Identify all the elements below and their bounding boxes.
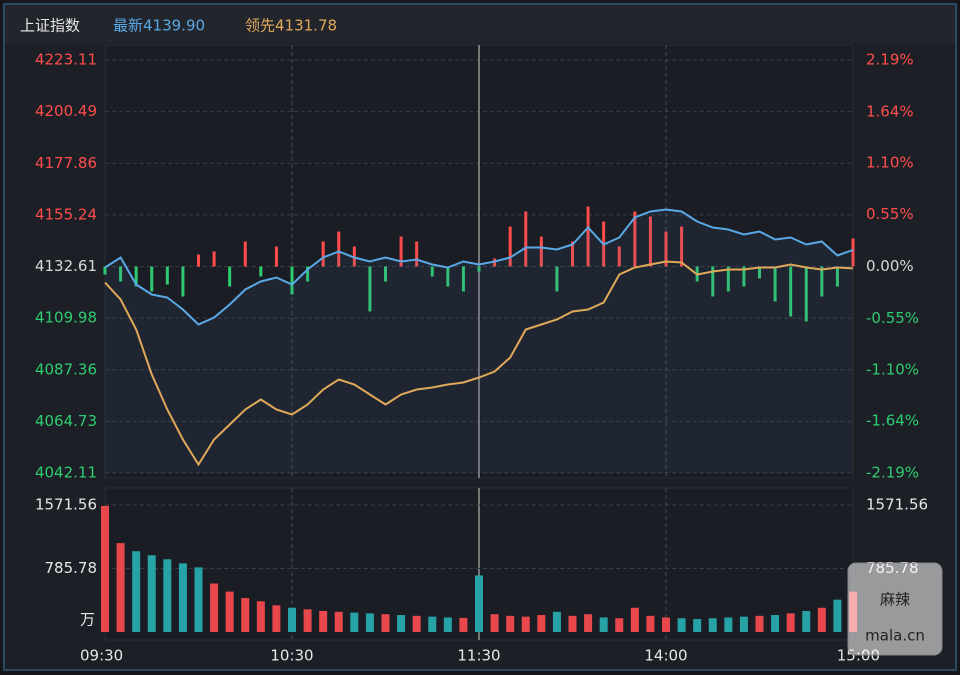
volume-bar <box>303 609 312 632</box>
x-tick-label: 09:30 <box>80 647 123 665</box>
volume-bar <box>412 615 421 632</box>
volume-bar <box>132 551 141 632</box>
watermark-text: 麻辣 <box>880 591 910 609</box>
marks: 4042.11 4064.73 4087.36 4109.98 4132.61 4155.… <box>35 45 928 665</box>
volume-bar <box>506 615 515 632</box>
volume-bar <box>677 618 686 632</box>
volume-bar <box>568 615 577 632</box>
volume-bar <box>241 598 250 632</box>
volume-bar <box>381 614 390 632</box>
x-tick-label: 14:00 <box>644 647 687 665</box>
y-tick-label: 785.78 <box>45 559 98 577</box>
y2-tick-label: 1.64% <box>866 102 914 120</box>
volume-bar <box>817 607 826 632</box>
y-tick-label: 4042.11 <box>35 464 97 482</box>
volume-bar <box>225 591 234 632</box>
volume-bar <box>552 611 561 632</box>
volume-bar <box>397 615 406 632</box>
legend-entry: 最新4139.90 <box>113 17 205 35</box>
legend-entry: 领先4131.78 <box>245 17 337 35</box>
volume-bar <box>693 619 702 632</box>
y2-tick-label: -1.10% <box>866 361 919 379</box>
volume-bar <box>272 605 281 632</box>
y-tick-label: 4200.49 <box>35 102 97 120</box>
volume-bar <box>724 617 733 632</box>
volume-bar <box>584 614 593 632</box>
y2-tick-label: 0.00% <box>866 257 914 275</box>
watermark-site: mala.cn <box>865 627 925 645</box>
volume-bar <box>101 505 109 632</box>
y2-tick-label: -2.19% <box>866 464 919 482</box>
volume-bar <box>116 543 125 632</box>
watermark-box <box>847 562 943 656</box>
y2-tick-label: 0.55% <box>866 205 914 223</box>
volume-bar <box>334 611 343 632</box>
volume-bar <box>646 615 655 632</box>
volume-bar <box>163 559 172 632</box>
volume-bar <box>288 607 296 632</box>
volume-bar <box>319 610 328 632</box>
x-tick-label: 10:30 <box>270 647 313 665</box>
volume-bar <box>537 615 546 632</box>
volume-bar <box>210 583 219 632</box>
y-tick-label: 4109.98 <box>35 309 97 327</box>
volume-bar <box>708 618 717 632</box>
volume-bar <box>147 555 156 632</box>
header-bar <box>5 5 955 43</box>
y-tick-label: 4223.11 <box>35 51 97 69</box>
x-tick-label: 11:30 <box>457 647 500 665</box>
y-tick-label: 4177.86 <box>35 154 97 172</box>
volume-bar <box>521 616 530 632</box>
volume-bar <box>194 567 203 632</box>
volume-bar <box>599 617 608 632</box>
volume-bar <box>490 614 499 632</box>
y-tick-label: 4064.73 <box>35 412 97 430</box>
series-line <box>104 208 854 326</box>
y2-tick-label: -1.64% <box>866 412 919 430</box>
chart-title: 上证指数 <box>20 17 80 35</box>
y2-tick-label: 1.10% <box>866 153 914 171</box>
y2-tick-label: -0.55% <box>866 309 919 327</box>
volume-bar <box>662 617 670 632</box>
volume-bar <box>833 599 842 632</box>
volume-bar <box>630 607 639 632</box>
price-area <box>105 209 853 473</box>
volume-bar <box>256 601 265 632</box>
volume-bar <box>428 616 437 632</box>
y2-tick-label: 2.19% <box>866 51 914 69</box>
volume-bar <box>786 613 795 632</box>
volume-bar <box>802 610 811 632</box>
volume-bar <box>755 615 764 632</box>
y-tick-label: 4155.24 <box>35 205 97 223</box>
volume-bar <box>459 617 468 632</box>
y2-tick-label: 1571.56 <box>866 496 928 514</box>
volume-bar <box>178 563 187 632</box>
volume-bar <box>350 612 359 632</box>
volume-bar <box>615 618 624 632</box>
series-line <box>104 260 854 467</box>
volume-bar <box>365 613 374 632</box>
y-tick-label: 4132.61 <box>35 257 97 275</box>
volume-unit: 万 <box>80 611 95 629</box>
y-tick-label: 1571.56 <box>35 496 97 514</box>
volume-bar <box>475 575 483 632</box>
volume-bar <box>739 616 748 632</box>
volume-bar <box>771 615 780 632</box>
volume-bar <box>443 617 452 632</box>
y-tick-label: 4087.36 <box>35 360 97 378</box>
